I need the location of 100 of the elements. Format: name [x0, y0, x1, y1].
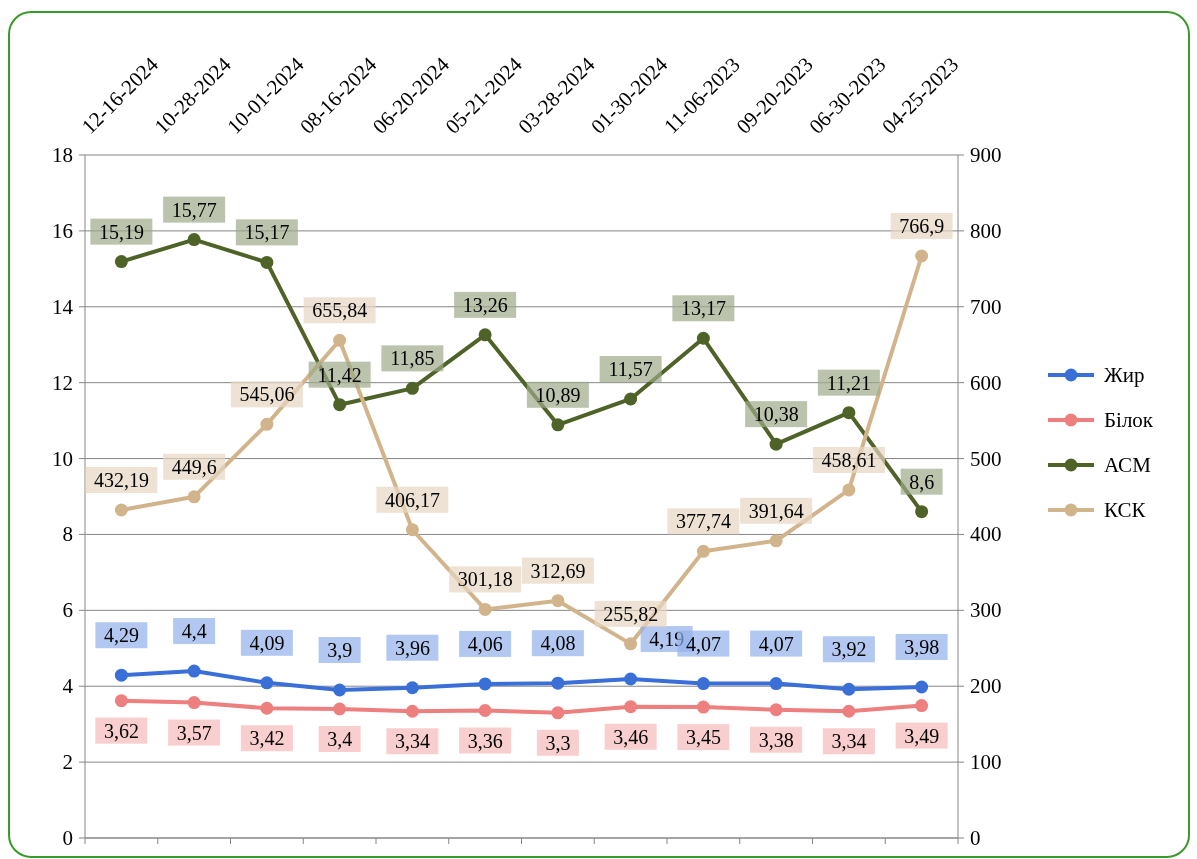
point: [260, 417, 274, 431]
y-tick-label: 2: [62, 750, 73, 775]
data-label: 11,57: [608, 357, 653, 380]
data-label: 13,26: [462, 293, 508, 316]
data-label: 11,42: [317, 363, 362, 386]
point: [915, 505, 929, 519]
y2-tick-label: 400: [970, 522, 1002, 547]
point: [915, 249, 929, 263]
data-label: 3,46: [613, 725, 649, 748]
y-tick-label: 10: [52, 446, 73, 471]
data-label: 3,45: [685, 726, 721, 749]
point: [551, 706, 565, 720]
point: [333, 398, 347, 412]
point: [915, 699, 929, 713]
point: [187, 696, 201, 710]
data-label: 4,07: [685, 632, 721, 655]
point: [696, 544, 710, 558]
y2-tick-label: 800: [970, 218, 1002, 243]
data-label: 432,19: [93, 469, 149, 492]
point: [915, 680, 929, 694]
y-tick-label: 18: [52, 143, 73, 167]
y2-tick-label: 600: [970, 370, 1002, 395]
y2-tick-label: 300: [970, 598, 1002, 623]
point: [624, 637, 638, 651]
data-label: 4,08: [540, 632, 576, 655]
point: [624, 672, 638, 686]
y-tick-label: 6: [62, 598, 73, 623]
data-label: 4,09: [249, 631, 285, 654]
data-label: 3,4: [327, 727, 353, 750]
legend-label: КСК: [1104, 498, 1147, 522]
point: [769, 534, 783, 548]
data-label: 255,82: [603, 602, 659, 625]
point: [114, 503, 128, 517]
point: [769, 437, 783, 451]
data-label: 3,34: [831, 730, 867, 753]
data-label: 13,17: [680, 297, 726, 320]
point: [333, 333, 347, 347]
data-label: 3,38: [758, 728, 794, 751]
y2-tick-label: 0: [970, 826, 981, 850]
data-label: 3,62: [103, 719, 139, 742]
point: [842, 682, 856, 696]
data-label: 15,17: [244, 221, 290, 244]
data-label: 406,17: [384, 488, 440, 511]
point: [478, 602, 492, 616]
point: [624, 700, 638, 714]
data-label: 449,6: [171, 455, 217, 478]
point: [842, 704, 856, 718]
point: [114, 668, 128, 682]
point: [114, 255, 128, 269]
point: [333, 702, 347, 716]
point: [551, 594, 565, 608]
data-label: 312,69: [530, 559, 586, 582]
data-label: 4,19: [649, 628, 685, 651]
point: [405, 523, 419, 537]
point: [405, 381, 419, 395]
y-tick-label: 8: [62, 522, 73, 547]
data-label: 11,21: [826, 371, 872, 394]
data-label: 3,98: [904, 635, 940, 658]
point: [405, 681, 419, 695]
data-label: 377,74: [675, 510, 731, 533]
data-label: 766,9: [899, 215, 945, 238]
data-label: 4,06: [467, 632, 503, 655]
y2-tick-label: 500: [970, 446, 1002, 471]
point: [333, 683, 347, 697]
data-label: 3,34: [394, 730, 430, 753]
point: [187, 664, 201, 678]
data-label: 3,92: [831, 638, 867, 661]
data-label: 10,38: [753, 403, 799, 426]
data-label: 3,57: [176, 721, 212, 744]
point: [260, 701, 274, 715]
data-label: 3,96: [394, 636, 430, 659]
y-tick-label: 4: [62, 674, 74, 699]
data-label: 655,84: [312, 299, 368, 322]
point: [842, 483, 856, 497]
data-label: 4,29: [103, 624, 139, 647]
data-label: 301,18: [457, 568, 513, 591]
y-tick-label: 16: [52, 218, 73, 243]
point: [478, 704, 492, 718]
data-label: 8,6: [909, 470, 935, 493]
point: [405, 704, 419, 718]
data-label: 3,42: [249, 727, 285, 750]
point: [551, 418, 565, 432]
y2-tick-label: 100: [970, 750, 1002, 775]
y2-tick-label: 900: [970, 143, 1002, 167]
point: [696, 331, 710, 345]
y-tick-label: 12: [52, 370, 73, 395]
point: [551, 676, 565, 690]
data-label: 3,9: [327, 639, 353, 662]
point: [478, 328, 492, 342]
point: [696, 700, 710, 714]
point: [769, 703, 783, 717]
data-label: 3,36: [467, 729, 503, 752]
point: [696, 677, 710, 691]
data-label: 545,06: [239, 383, 295, 406]
point: [624, 392, 638, 406]
data-label: 15,77: [171, 198, 217, 221]
data-label: 4,4: [181, 620, 207, 643]
point: [114, 694, 128, 708]
data-label: 3,49: [904, 724, 940, 747]
legend-label: Білок: [1104, 408, 1154, 432]
